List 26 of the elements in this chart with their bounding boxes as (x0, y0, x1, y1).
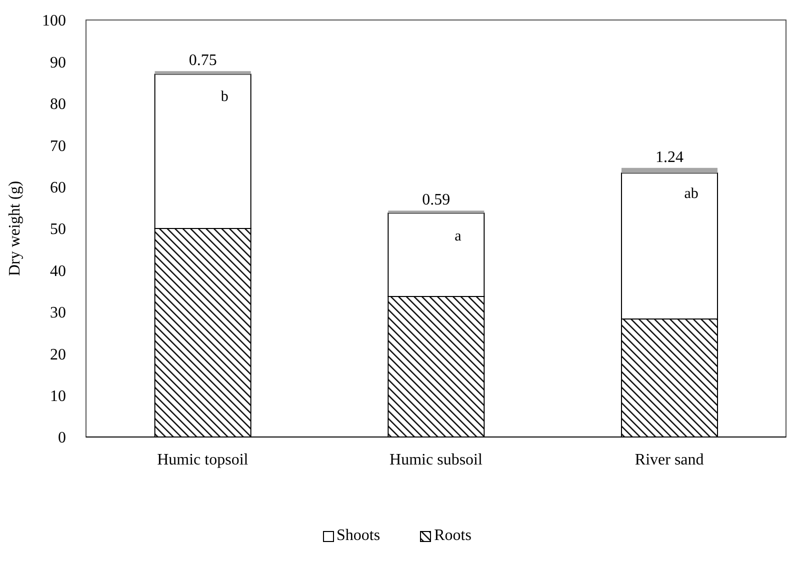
annotation: ab (684, 186, 698, 202)
annotation: b (220, 89, 228, 106)
x-tick-label: River sand (634, 451, 704, 468)
x-tick-label: Humic subsoil (390, 451, 483, 468)
y-tick-label: 80 (50, 96, 66, 114)
y-tick-label: 30 (50, 304, 66, 322)
bar (388, 210, 484, 214)
legend-label: Shoots (336, 527, 380, 545)
y-tick-label: 0 (58, 430, 66, 447)
y-tick-label: 100 (42, 12, 66, 30)
y-tick-label: 20 (50, 346, 66, 364)
y-tick-label: 50 (50, 221, 66, 238)
legend-label: Roots (434, 527, 472, 545)
data-label: 0.75 (188, 52, 217, 70)
y-tick-label: 70 (50, 138, 66, 155)
y-tick-label: 60 (50, 179, 66, 196)
annotation: a (454, 228, 462, 245)
data-label: 0.59 (422, 192, 450, 209)
y-tick-label: 10 (50, 388, 66, 405)
data-label: 1.24 (656, 148, 684, 166)
y-tick-label: 40 (50, 262, 66, 280)
bar (622, 168, 718, 174)
y-axis-title: Dry weight (g) (6, 180, 24, 276)
y-tick-label: 90 (50, 54, 66, 72)
bar (154, 71, 251, 74)
x-tick-label: Humic topsoil (157, 451, 249, 468)
